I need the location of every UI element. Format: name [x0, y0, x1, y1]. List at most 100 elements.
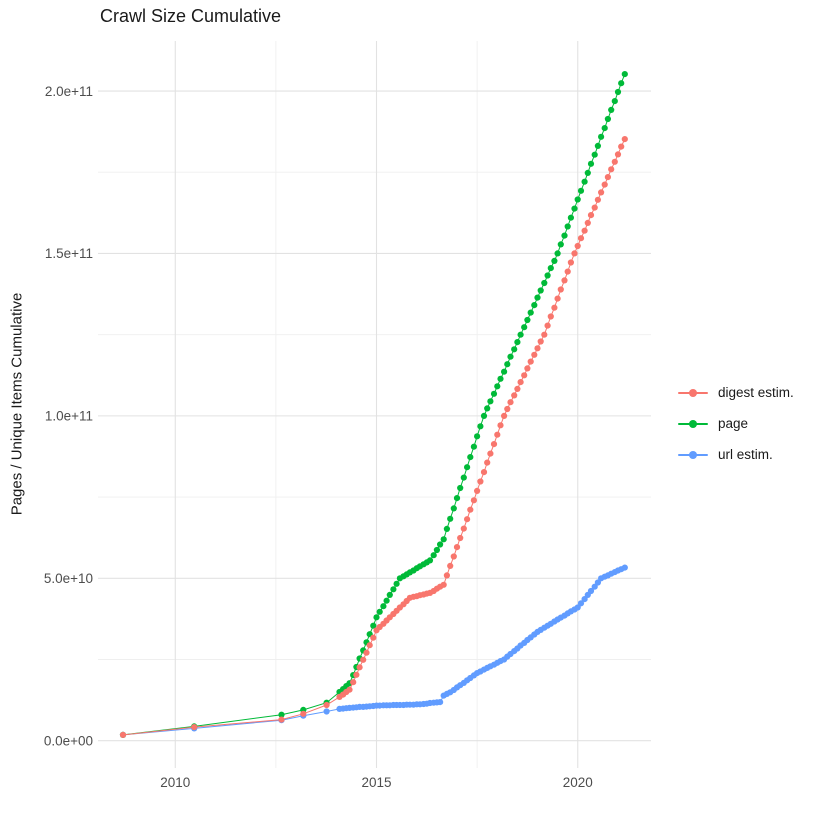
data-point-page	[480, 412, 488, 419]
data-point-digestestim	[360, 656, 367, 663]
legend-item-page: page	[678, 408, 794, 439]
legend-item-urlestim: url estim.	[678, 439, 794, 470]
data-point-page	[544, 272, 551, 279]
data-point-page	[470, 443, 477, 450]
data-point-digestestim	[511, 392, 518, 399]
data-point-digestestim	[363, 649, 370, 656]
data-point-digestestim	[460, 525, 467, 532]
data-point-digestestim	[621, 136, 628, 143]
data-point-page	[437, 541, 444, 548]
y-tick-label: 5.0e+10	[44, 571, 93, 586]
series-line-digestestim	[122, 138, 626, 736]
data-point-digestestim	[564, 268, 571, 275]
data-point-digestestim	[614, 151, 622, 158]
legend-key-dot	[689, 450, 697, 459]
data-point-page	[534, 294, 541, 301]
data-point-page	[554, 250, 561, 257]
data-point-page	[383, 597, 390, 604]
data-point-page	[501, 368, 508, 375]
legend-key-dot	[689, 388, 697, 397]
data-point-digestestim	[544, 322, 551, 329]
data-point-digestestim	[501, 412, 508, 419]
data-point-digestestim	[353, 671, 360, 678]
data-point-urlestim	[591, 583, 598, 590]
data-point-digestestim	[611, 158, 618, 165]
data-point-digestestim	[494, 431, 501, 438]
data-point-page	[571, 205, 578, 212]
data-point-digestestim	[584, 219, 591, 226]
data-point-digestestim	[561, 277, 568, 284]
data-point-urlestim	[621, 564, 628, 571]
data-point-digestestim	[497, 422, 504, 429]
data-point-digestestim	[447, 562, 454, 570]
legend-key-icon	[678, 416, 708, 432]
data-point-page	[521, 324, 528, 331]
legend-item-digestestim: digest estim.	[678, 377, 794, 408]
data-point-digestestim	[450, 553, 457, 560]
data-point-digestestim	[581, 227, 588, 234]
data-point-digestestim	[534, 345, 541, 352]
data-point-urlestim	[437, 699, 444, 706]
data-point-page	[504, 361, 511, 368]
data-point-page	[584, 169, 591, 176]
data-point-page	[497, 375, 504, 382]
y-tick-label: 1.0e+11	[45, 409, 93, 424]
data-point-digestestim	[443, 572, 450, 579]
data-point-page	[587, 160, 595, 167]
data-point-digestestim	[470, 497, 477, 504]
data-point-digestestim	[604, 174, 612, 181]
data-point-page	[514, 339, 521, 346]
data-point-page	[577, 187, 585, 194]
data-point-page	[453, 495, 461, 502]
data-point-urlestim	[323, 708, 330, 715]
data-point-digestestim	[514, 385, 521, 392]
data-point-digestestim	[598, 189, 605, 196]
data-point-digestestim	[480, 469, 488, 476]
data-point-page	[557, 241, 564, 248]
data-point-digestestim	[300, 710, 307, 717]
data-point-page	[490, 390, 498, 397]
legend: digest estim. page url estim.	[678, 377, 794, 470]
data-point-page	[537, 287, 544, 294]
data-point-page	[450, 505, 457, 512]
legend-key-dot	[689, 419, 697, 428]
data-point-page	[601, 125, 608, 132]
data-point-page	[457, 484, 464, 492]
data-point-urlestim	[581, 596, 588, 603]
data-point-digestestim	[551, 304, 558, 311]
data-point-urlestim	[577, 600, 585, 607]
data-point-page	[574, 196, 581, 203]
data-point-page	[443, 525, 450, 533]
data-point-page	[618, 80, 625, 87]
data-point-digestestim	[524, 365, 531, 372]
data-point-page	[386, 591, 393, 599]
data-point-page	[426, 557, 434, 564]
y-tick-label: 0.0e+00	[44, 734, 93, 749]
data-point-digestestim	[608, 166, 615, 173]
series-line-urlestim	[122, 567, 626, 736]
y-axis-title: Pages / Unique Items Cumulative	[8, 292, 26, 516]
legend-key-icon	[678, 447, 708, 463]
data-point-digestestim	[571, 250, 578, 257]
x-tick-label: 2010	[160, 775, 190, 790]
data-point-page	[460, 474, 467, 481]
data-point-digestestim	[507, 399, 514, 406]
data-point-page	[608, 106, 615, 113]
y-tick-label: 1.5e+11	[45, 246, 93, 261]
data-point-digestestim	[370, 634, 377, 641]
data-point-digestestim	[346, 686, 353, 693]
data-point-page	[484, 405, 491, 412]
data-point-digestestim	[591, 204, 598, 211]
data-point-digestestim	[537, 338, 544, 345]
data-point-page	[561, 232, 568, 239]
legend-label: digest estim.	[718, 385, 794, 400]
data-point-digestestim	[356, 664, 363, 671]
data-point-page	[611, 98, 618, 105]
data-point-digestestim	[467, 506, 474, 513]
data-point-page	[494, 383, 501, 390]
data-point-digestestim	[527, 358, 534, 365]
data-point-page	[511, 346, 518, 353]
data-point-digestestim	[350, 679, 357, 686]
data-point-digestestim	[618, 143, 625, 150]
